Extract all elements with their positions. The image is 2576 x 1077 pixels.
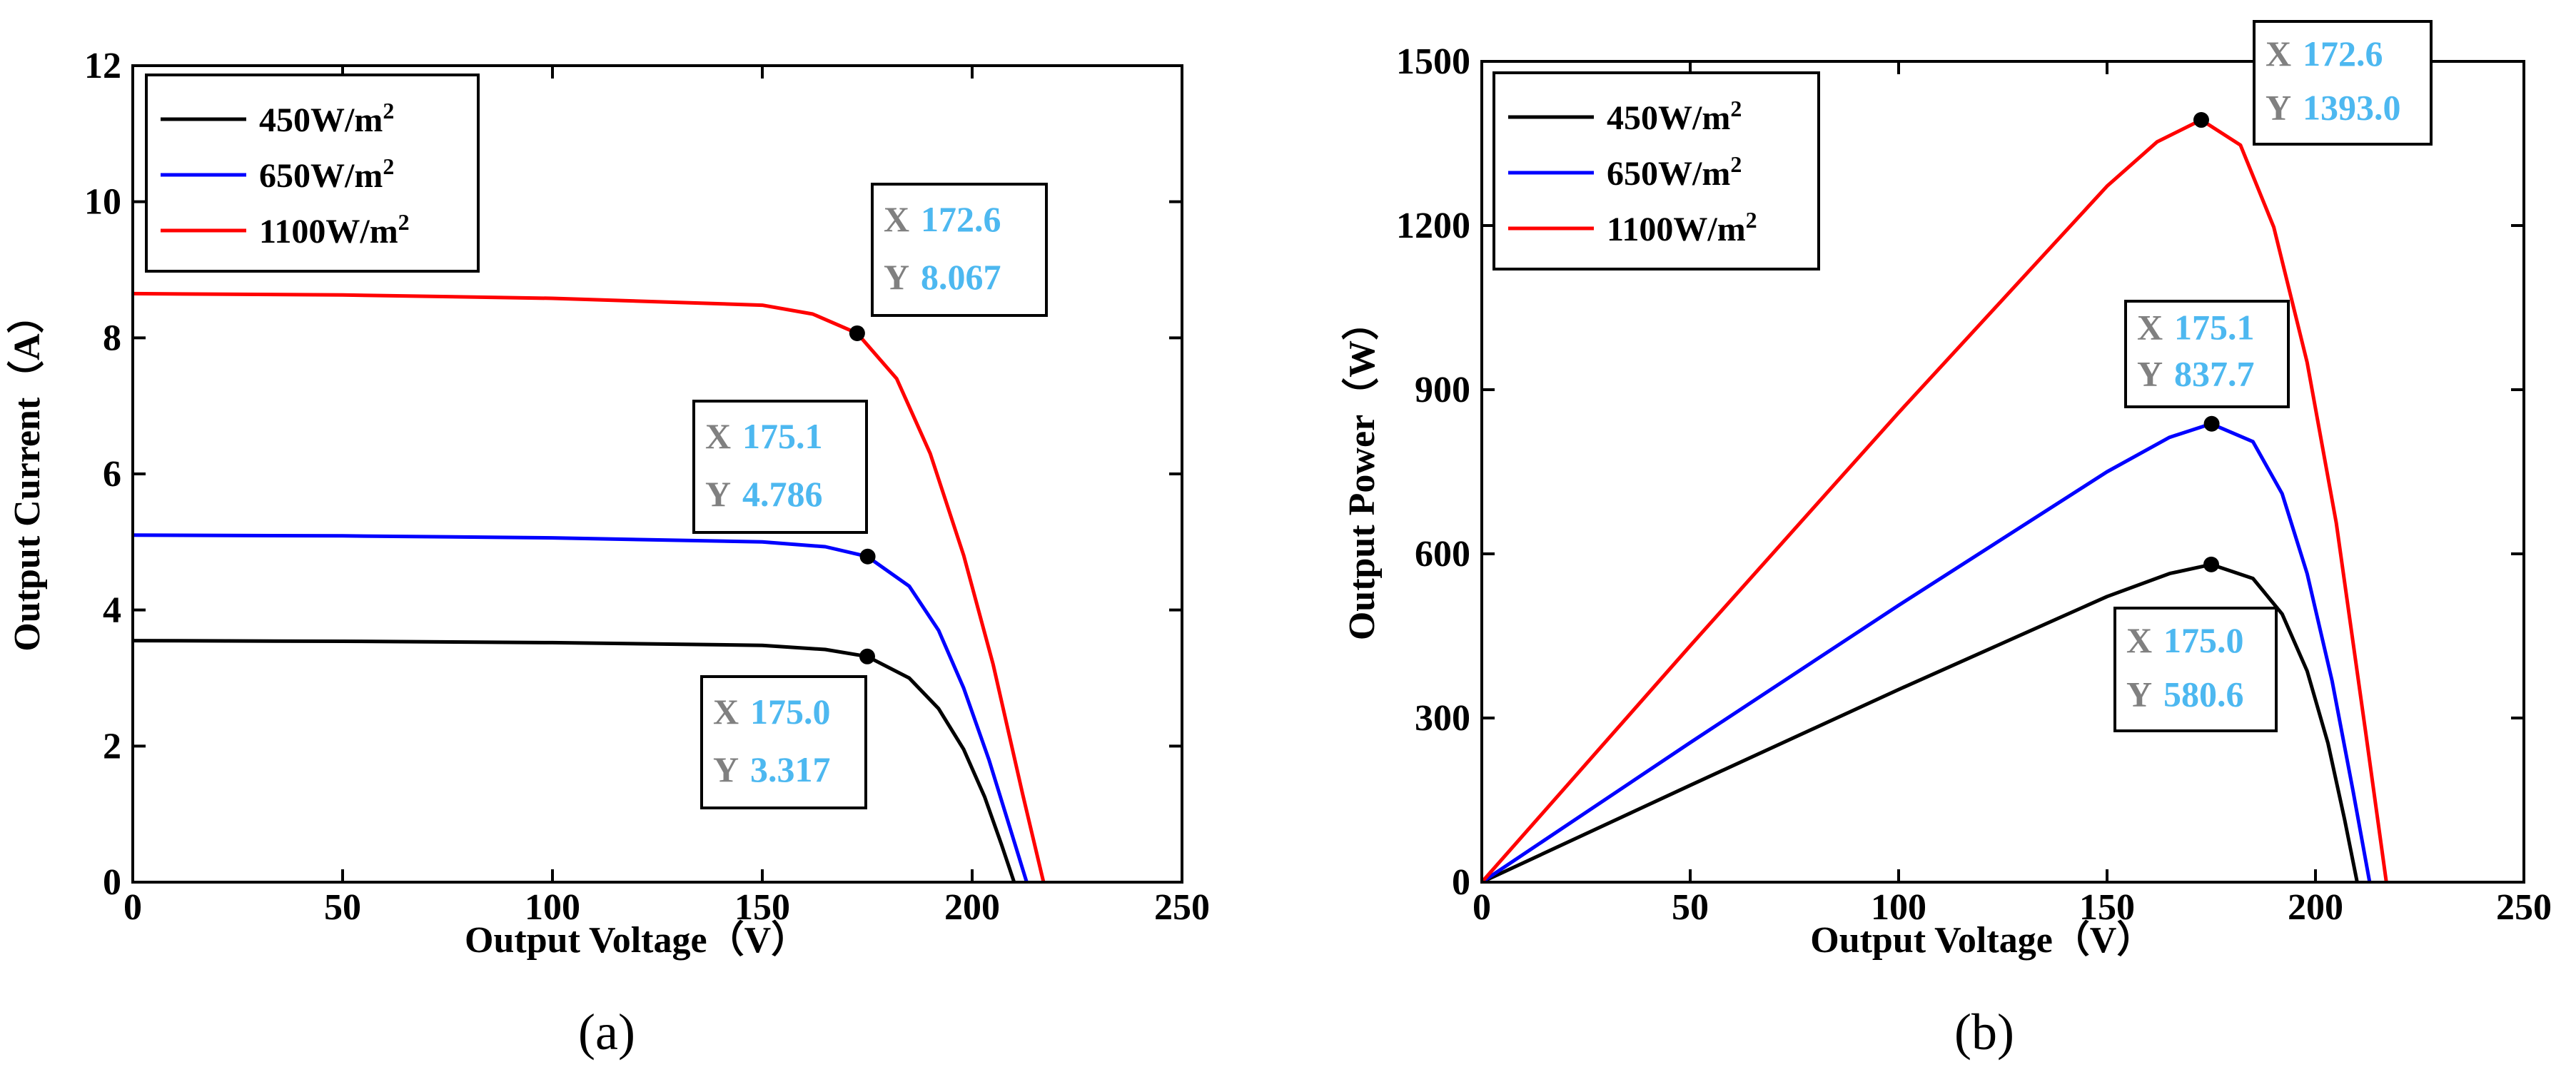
legend: 450W/m2 650W/m2 1100W/m2 bbox=[145, 74, 480, 273]
datatip-x-key: X bbox=[884, 199, 909, 239]
x-axis-title: Output Voltage（V） bbox=[465, 919, 808, 961]
legend-label-1: 650W/m2 bbox=[259, 153, 394, 195]
datatip-y-value: 837.7 bbox=[2174, 353, 2255, 393]
y-axis-title: Output Current（A） bbox=[6, 296, 48, 651]
chart-panel-b: 0 50 100 150 200 250 0 300 600 900 1200 1500 Output … bbox=[1341, 20, 2552, 1061]
x-tick-label-5: 250 bbox=[1154, 887, 1210, 928]
y-tick-label-2: 600 bbox=[1415, 534, 1470, 575]
x-tick-label-3: 150 bbox=[734, 887, 790, 928]
series-line-1 bbox=[133, 533, 1029, 882]
y-tick-label-1: 2 bbox=[103, 726, 121, 767]
legend-label-0: 450W/m2 bbox=[1607, 96, 1742, 137]
datatip-x-key: X bbox=[2137, 307, 2163, 347]
x-tick-label-0: 0 bbox=[1473, 887, 1491, 928]
panel-caption: (a) bbox=[578, 1003, 635, 1061]
datatip-x-value: 175.1 bbox=[2174, 307, 2255, 347]
y-tick-label-5: 10 bbox=[84, 182, 121, 223]
panel-caption: (b) bbox=[1954, 1003, 2014, 1061]
series-line-0 bbox=[133, 639, 1016, 882]
legend-label-2: 1100W/m2 bbox=[1607, 207, 1757, 248]
datatip-0: X 172.6 Y 1393.0 bbox=[2253, 20, 2433, 146]
series-line-0 bbox=[1482, 562, 2359, 882]
y-axis-title: Output Power（W） bbox=[1341, 303, 1383, 640]
datatip-box bbox=[2253, 20, 2433, 146]
y-tick-label-5: 1500 bbox=[1396, 41, 1470, 82]
legend: 450W/m2 650W/m2 1100W/m2 bbox=[1492, 71, 1820, 270]
datatip-x-value: 175.1 bbox=[742, 416, 823, 456]
x-tick-label-4: 200 bbox=[944, 887, 1000, 928]
datatip-marker-2 bbox=[2203, 556, 2219, 572]
legend-label-0: 450W/m2 bbox=[259, 98, 394, 139]
datatip-y-key: Y bbox=[2266, 88, 2291, 128]
series-line-2 bbox=[133, 291, 1046, 882]
datatip-box bbox=[871, 183, 1048, 317]
datatip-marker-0 bbox=[849, 325, 865, 341]
datatip-x-key: X bbox=[2126, 620, 2152, 660]
datatip-y-value: 580.6 bbox=[2163, 674, 2244, 714]
datatip-marker-1 bbox=[859, 548, 876, 565]
datatip-1: X 175.1 Y 4.786 bbox=[692, 400, 868, 534]
legend-label-2: 1100W/m2 bbox=[259, 209, 410, 251]
y-tick-label-3: 900 bbox=[1415, 370, 1470, 410]
datatip-0: X 172.6 Y 8.067 bbox=[871, 183, 1048, 317]
datatip-x-key: X bbox=[2266, 34, 2291, 74]
datatip-x-value: 175.0 bbox=[2163, 620, 2244, 660]
y-tick-label-4: 1200 bbox=[1396, 206, 1470, 246]
y-tick-label-0: 0 bbox=[1452, 862, 1470, 903]
x-tick-label-0: 0 bbox=[123, 887, 142, 928]
datatip-x-value: 172.6 bbox=[2303, 34, 2383, 74]
y-tick-label-4: 8 bbox=[103, 318, 121, 358]
datatip-2: X 175.0 Y 580.6 bbox=[2113, 607, 2278, 732]
y-tick-label-1: 300 bbox=[1415, 698, 1470, 739]
plot-frame bbox=[1480, 60, 2525, 884]
datatip-y-value: 4.786 bbox=[742, 474, 823, 514]
datatip-box bbox=[700, 675, 867, 809]
datatip-x-key: X bbox=[705, 416, 731, 456]
datatip-y-value: 3.317 bbox=[750, 749, 831, 789]
x-tick-label-5: 250 bbox=[2496, 887, 2552, 928]
x-tick-label-1: 50 bbox=[1672, 887, 1709, 928]
datatip-1: X 175.1 Y 837.7 bbox=[2124, 300, 2290, 408]
datatip-marker-1 bbox=[2203, 415, 2220, 432]
chart-panel-a: 0 50 100 150 200 250 0 2 4 6 8 10 12 Output Voltage（V… bbox=[6, 46, 1210, 1061]
x-tick-label-2: 100 bbox=[1871, 887, 1926, 928]
datatip-2: X 175.0 Y 3.317 bbox=[700, 675, 867, 809]
series-line-2 bbox=[1482, 118, 2388, 882]
x-tick-label-3: 150 bbox=[2079, 887, 2135, 928]
datatip-y-key: Y bbox=[2126, 674, 2152, 714]
y-tick-label-3: 6 bbox=[103, 454, 121, 495]
x-tick-label-4: 200 bbox=[2288, 887, 2343, 928]
datatip-marker-0 bbox=[2193, 112, 2209, 128]
x-tick-label-1: 50 bbox=[324, 887, 361, 928]
datatip-x-value: 172.6 bbox=[921, 199, 1001, 239]
legend-label-1: 650W/m2 bbox=[1607, 151, 1742, 193]
series-line-1 bbox=[1482, 422, 2372, 882]
datatip-marker-2 bbox=[859, 648, 875, 664]
x-axis-title: Output Voltage（V） bbox=[1810, 919, 2153, 961]
y-tick-label-6: 12 bbox=[84, 46, 121, 86]
datatip-x-value: 175.0 bbox=[750, 692, 831, 732]
legend-box bbox=[1492, 71, 1820, 270]
datatip-y-value: 1393.0 bbox=[2303, 88, 2401, 128]
datatip-x-key: X bbox=[713, 692, 739, 732]
datatip-box bbox=[2124, 300, 2290, 408]
y-tick-label-2: 4 bbox=[103, 590, 121, 631]
y-tick-label-0: 0 bbox=[103, 862, 121, 903]
datatip-y-value: 8.067 bbox=[921, 257, 1001, 297]
datatip-y-key: Y bbox=[705, 474, 731, 514]
datatip-y-key: Y bbox=[713, 749, 739, 789]
x-tick-label-2: 100 bbox=[525, 887, 580, 928]
datatip-y-key: Y bbox=[884, 257, 909, 297]
datatip-box bbox=[2113, 607, 2278, 732]
datatip-y-key: Y bbox=[2137, 353, 2163, 393]
datatip-box bbox=[692, 400, 868, 534]
